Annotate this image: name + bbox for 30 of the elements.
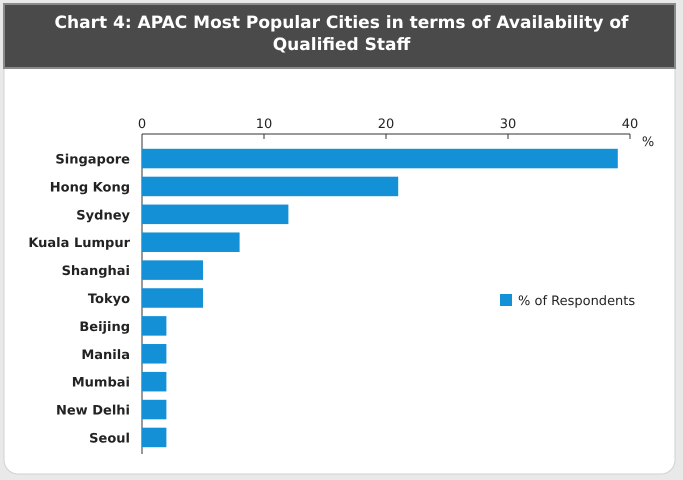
x-tick-label: 20 (378, 117, 394, 132)
y-tick-label: Sydney (76, 208, 131, 224)
bar (142, 204, 288, 224)
bar (142, 288, 203, 308)
y-tick-label: Shanghai (62, 264, 130, 280)
x-axis-title: % (642, 135, 654, 150)
x-tick-label: 30 (500, 117, 516, 132)
bar (142, 148, 618, 168)
x-tick-label: 0 (138, 117, 146, 132)
bar (142, 372, 166, 392)
bar (142, 400, 166, 420)
x-tick-label: 40 (622, 117, 638, 132)
y-tick-label: Beijing (79, 320, 130, 335)
y-tick-label: Tokyo (88, 292, 130, 307)
bar (142, 260, 203, 280)
x-tick-label: 10 (256, 117, 272, 132)
y-tick-label: Seoul (89, 431, 130, 446)
bar (142, 344, 166, 364)
y-tick-label: Singapore (55, 152, 130, 168)
bar (142, 428, 166, 448)
y-tick-label: Hong Kong (50, 180, 130, 196)
y-tick-label: Kuala Lumpur (28, 236, 131, 252)
chart-title: Chart 4: APAC Most Popular Cities in terms of Availability of Qualified Staff (54, 13, 630, 55)
bar (142, 232, 240, 252)
bar (142, 176, 398, 196)
y-tick-label: Manila (81, 348, 130, 363)
legend-label: % of Respondents (518, 294, 636, 309)
y-tick-label: New Delhi (56, 404, 130, 419)
bar (142, 316, 166, 336)
y-tick-label: Mumbai (72, 376, 130, 391)
